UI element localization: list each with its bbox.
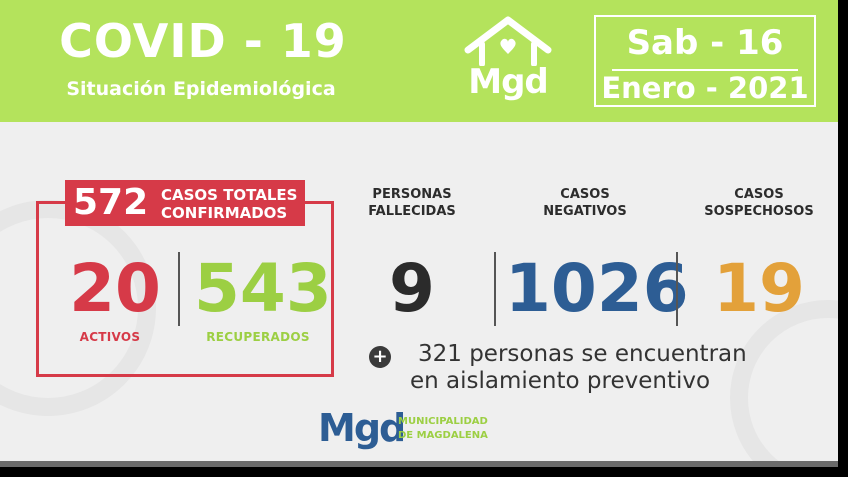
deceased-header: PERSONAS FALLECIDAS [350, 186, 474, 220]
confirmed-cases-label: 572 CASOS TOTALES CONFIRMADOS [65, 180, 305, 226]
date-divider [612, 69, 798, 71]
house-heart-icon [464, 16, 552, 67]
date-month-year: Enero - 2021 [601, 71, 809, 105]
active-cases-value: 20 [69, 250, 161, 327]
infographic-canvas: COVID - 19 Situación Epidemiológica Mgd … [0, 0, 838, 467]
deceased-header-line1: PERSONAS [372, 187, 452, 202]
deceased-header-line2: FALLECIDAS [368, 204, 456, 219]
footer-logo: Mgd MUNICIPALIDAD DE MAGDALENA [318, 406, 518, 454]
bottom-bar [0, 461, 838, 467]
negative-header-line2: NEGATIVOS [543, 204, 627, 219]
footer-municipality-line2: DE MAGDALENA [398, 430, 488, 441]
suspected-header: CASOS SOSPECHOSOS [692, 186, 826, 220]
isolation-line1: 321 personas se encuentran [418, 341, 747, 367]
logo-text: Mgd [468, 62, 549, 102]
stats-divider [494, 252, 496, 326]
page-subtitle: Situación Epidemiológica [66, 78, 336, 100]
plus-circle-icon: + [369, 346, 391, 368]
date-box: Sab - 16 Enero - 2021 [594, 15, 816, 107]
page-title: COVID - 19 [59, 14, 347, 68]
negative-header-line1: CASOS [560, 187, 610, 202]
suspected-header-line2: SOSPECHOSOS [704, 204, 814, 219]
active-cases-label: ACTIVOS [79, 330, 141, 344]
negative-header: CASOS NEGATIVOS [520, 186, 650, 220]
stats-divider [676, 252, 678, 326]
confirmed-label-line1: CASOS TOTALES [161, 186, 298, 204]
suspected-header-line1: CASOS [734, 187, 784, 202]
deceased-value: 9 [389, 250, 435, 327]
confirmed-label-line2: CONFIRMADOS [161, 204, 288, 222]
recovered-cases-value: 543 [194, 250, 332, 327]
confirmed-divider [178, 252, 180, 326]
negative-value: 1026 [505, 250, 689, 327]
isolation-line2: en aislamiento preventivo [410, 368, 711, 394]
footer-municipality-line1: MUNICIPALIDAD [398, 416, 488, 427]
municipality-logo: Mgd [462, 14, 554, 104]
header-banner: COVID - 19 Situación Epidemiológica Mgd … [0, 0, 838, 122]
footer-logo-text: Mgd [318, 406, 406, 450]
suspected-value: 19 [713, 250, 805, 327]
recovered-cases-label: RECUPERADOS [206, 330, 310, 344]
date-day: Sab - 16 [626, 23, 784, 63]
total-confirmed-value: 572 [73, 182, 149, 223]
